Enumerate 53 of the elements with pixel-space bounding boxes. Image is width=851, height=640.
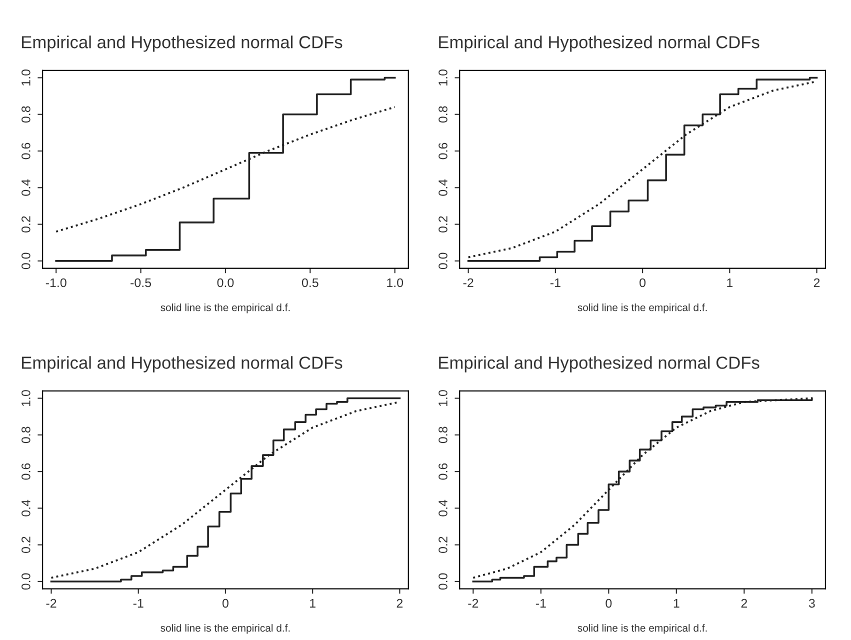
x-tick-label: -1 — [536, 598, 546, 608]
x-axis-title: solid line is the empirical d.f. — [578, 304, 707, 314]
chart-title: Empirical and Hypothesized normal CDFs — [439, 36, 760, 52]
y-tick-label: 0.2 — [22, 536, 30, 554]
x-tick-label: -0.5 — [130, 278, 152, 288]
x-tick-label: 0 — [222, 598, 228, 608]
x-tick-label: -2 — [46, 598, 56, 608]
y-tick-label: 0.6 — [438, 142, 448, 160]
y-tick-label: 0.0 — [438, 573, 448, 590]
x-tick-label: 0.0 — [217, 278, 234, 288]
y-tick-label: 0.8 — [22, 426, 30, 444]
x-axis-title: solid line is the empirical d.f. — [160, 624, 290, 634]
y-tick-label: 0.0 — [438, 252, 448, 270]
x-tick-label: 1 — [674, 598, 680, 608]
y-tick-label: 0.2 — [438, 536, 448, 554]
y-tick-label: 0.4 — [22, 179, 30, 196]
x-tick-label: 0.5 — [302, 278, 318, 288]
x-tick-label: 2 — [396, 598, 403, 608]
y-tick-label: 0.8 — [438, 426, 448, 444]
x-tick-label: -1 — [133, 598, 144, 608]
y-tick-label: 0.6 — [438, 463, 448, 480]
y-tick-label: 0.0 — [22, 573, 30, 590]
y-tick-label: 0.2 — [22, 216, 30, 232]
x-tick-label: 2 — [814, 278, 820, 288]
y-tick-label: 0.8 — [22, 106, 30, 123]
x-tick-label: -2 — [463, 278, 474, 288]
x-tick-label: 2 — [741, 598, 748, 608]
chart-title: Empirical and Hypothesized normal CDFs — [22, 36, 342, 52]
y-tick-label: 0.8 — [438, 106, 448, 123]
x-tick-label: -1.0 — [46, 278, 66, 288]
x-tick-label: 1 — [727, 278, 733, 288]
chart-title: Empirical and Hypothesized normal CDFs — [22, 356, 342, 372]
y-tick-label: 0.4 — [438, 179, 448, 196]
x-tick-label: 0 — [640, 278, 646, 288]
x-axis-title: solid line is the empirical d.f. — [578, 624, 707, 634]
y-tick-label: 1.0 — [438, 70, 448, 86]
chart-title: Empirical and Hypothesized normal CDFs — [439, 356, 760, 372]
y-tick-label: 1.0 — [22, 70, 30, 86]
y-tick-label: 0.4 — [438, 500, 448, 516]
y-tick-label: 1.0 — [438, 390, 448, 406]
x-tick-label: 1.0 — [387, 278, 404, 288]
y-tick-label: 0.0 — [22, 252, 30, 270]
x-tick-label: -2 — [468, 598, 478, 608]
y-tick-label: 1.0 — [22, 390, 30, 406]
x-tick-label: 1 — [310, 598, 316, 608]
y-tick-label: 0.4 — [22, 500, 30, 516]
x-tick-label: -1 — [550, 278, 560, 288]
y-tick-label: 0.6 — [22, 142, 30, 160]
y-tick-label: 0.2 — [438, 216, 448, 232]
y-tick-label: 0.6 — [22, 463, 30, 480]
x-axis-title: solid line is the empirical d.f. — [160, 304, 290, 314]
x-tick-label: 3 — [808, 598, 815, 608]
x-tick-label: 0 — [606, 598, 612, 608]
